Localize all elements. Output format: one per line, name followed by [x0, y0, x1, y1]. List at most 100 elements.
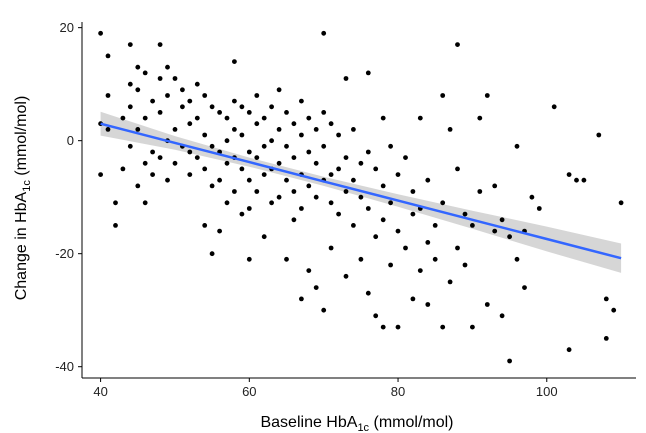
data-point — [113, 200, 118, 206]
data-point — [187, 98, 193, 104]
data-point — [321, 143, 327, 149]
data-point — [202, 93, 208, 98]
data-point — [187, 149, 193, 155]
data-point — [291, 189, 297, 194]
data-point — [507, 358, 512, 364]
data-point — [618, 200, 624, 206]
data-point — [269, 104, 274, 110]
data-point — [113, 223, 118, 228]
data-point — [224, 160, 230, 166]
data-point — [380, 324, 386, 330]
data-point — [105, 53, 111, 59]
data-point — [299, 132, 304, 138]
data-point — [447, 279, 453, 285]
x-tick-label: 60 — [242, 384, 256, 399]
data-point — [209, 104, 215, 110]
data-point — [462, 262, 468, 268]
data-point — [425, 240, 431, 245]
data-point — [328, 172, 334, 178]
data-point — [358, 194, 364, 200]
data-point — [410, 189, 416, 194]
data-point — [581, 177, 587, 183]
data-point — [514, 143, 520, 149]
data-point — [180, 87, 185, 93]
data-point — [499, 313, 505, 319]
data-point — [269, 200, 274, 206]
data-point — [180, 104, 185, 110]
data-point — [261, 143, 267, 149]
data-point — [246, 110, 252, 115]
data-point — [358, 256, 364, 262]
data-point — [142, 200, 148, 206]
data-point — [321, 30, 327, 36]
data-point — [284, 256, 289, 262]
data-point — [194, 115, 200, 121]
data-point — [284, 177, 289, 183]
data-point — [417, 268, 423, 273]
data-point — [373, 166, 379, 172]
data-point — [172, 126, 178, 132]
data-point — [395, 228, 401, 234]
data-point — [551, 104, 557, 110]
data-point — [299, 206, 304, 211]
data-point — [232, 59, 237, 64]
data-point — [232, 189, 237, 194]
y-axis-title: Change in HbA1c (mmol/mol) — [13, 96, 33, 301]
data-point — [194, 155, 200, 161]
data-point — [455, 42, 460, 47]
data-point — [529, 194, 535, 200]
data-point — [328, 200, 334, 206]
data-point — [328, 245, 334, 251]
data-point — [224, 138, 230, 144]
data-point — [484, 93, 490, 98]
data-point — [365, 149, 371, 155]
data-point — [462, 211, 468, 217]
data-point — [120, 166, 126, 172]
data-point — [284, 143, 289, 149]
data-point — [150, 98, 156, 104]
axes: 40 60 80 100 -40 -20 0 20 — [55, 20, 636, 399]
data-point — [291, 155, 297, 161]
data-point — [313, 194, 319, 200]
data-point — [150, 172, 156, 178]
data-point — [150, 149, 156, 155]
data-point — [306, 149, 312, 155]
data-point — [343, 76, 349, 81]
data-point — [254, 93, 260, 98]
regression-line — [100, 122, 622, 260]
data-point — [336, 211, 341, 217]
confidence-band-area — [100, 111, 622, 273]
data-point — [432, 256, 438, 262]
data-point — [142, 115, 148, 121]
data-point — [105, 93, 111, 98]
data-point — [477, 189, 483, 194]
y-tick-label: 0 — [67, 133, 74, 148]
data-point — [336, 132, 341, 138]
data-point — [432, 223, 438, 228]
data-point — [425, 302, 431, 307]
data-point — [365, 70, 371, 76]
data-point — [306, 115, 312, 121]
data-point — [410, 296, 416, 302]
data-point — [127, 42, 133, 47]
data-point — [105, 126, 111, 132]
data-point — [299, 296, 304, 302]
data-point — [209, 143, 215, 149]
y-tick-label: -20 — [55, 246, 74, 261]
data-point — [313, 126, 319, 132]
data-point — [98, 30, 103, 36]
data-point — [224, 200, 230, 206]
x-tick-label: 80 — [391, 384, 405, 399]
data-point — [232, 126, 237, 132]
data-point — [276, 87, 282, 93]
data-point — [261, 115, 267, 121]
data-point — [373, 234, 379, 240]
data-point — [157, 76, 163, 81]
data-point — [135, 126, 141, 132]
data-point — [470, 324, 475, 330]
data-point — [306, 268, 312, 273]
data-point — [313, 285, 319, 290]
y-tick-label: 20 — [60, 20, 74, 35]
data-point — [291, 217, 297, 223]
